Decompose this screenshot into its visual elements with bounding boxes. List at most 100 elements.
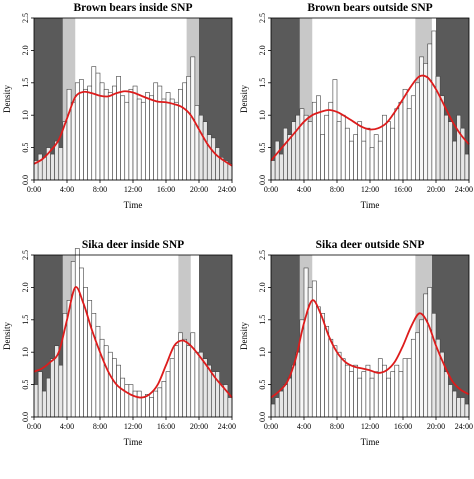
histogram-bar [70,101,76,181]
histogram-bar [116,364,121,418]
histogram-bar [107,351,113,418]
histogram-bar [128,88,134,181]
histogram-bar [274,397,280,418]
y-tick-label: 0.0 [258,175,267,185]
histogram-bar [287,377,292,418]
x-axis-label: Time [124,437,143,447]
x-tick-label: 0:00 [27,185,41,194]
histogram-bar [194,351,200,418]
histogram-bar [95,325,101,418]
y-tick-label: 0.0 [21,412,30,422]
histogram-bar [402,88,408,181]
histogram-bar [410,338,416,418]
y-tick-label: 0.5 [258,380,267,390]
chart-title: Sika deer inside SNP [82,239,184,251]
x-tick-label: 12:00 [124,185,142,194]
chart-title: Brown bears outside SNP [307,2,432,14]
y-axis-label: Density [2,85,12,113]
y-tick-label: 2.0 [21,282,30,292]
chart-panel-1: Brown bears inside SNP 0.0 0.5 1.0 1.5 2.0 2.5… [2,2,236,210]
histogram-bar [124,384,130,418]
histogram-bar [136,390,142,418]
histogram-bar [283,127,288,181]
histogram-bar [274,140,280,181]
histogram-bar [198,351,204,418]
y-tick-label: 1.0 [258,347,267,357]
histogram-bar [215,147,220,181]
histogram-bar [270,160,276,181]
y-tick-label: 2.0 [258,45,267,55]
histogram-bar [295,114,301,181]
histogram-bar [149,95,154,181]
histogram-bar [107,92,113,181]
x-tick-label: 12:00 [361,422,379,431]
histogram-bar [37,371,43,418]
y-tick-label: 0.0 [21,175,30,185]
histogram-bar [410,95,416,181]
x-tick-label: 4:00 [60,185,74,194]
histogram-bar [369,377,375,418]
histogram-bar [83,88,88,181]
y-tick-label: 1.5 [21,315,30,325]
histogram-bar [344,127,350,181]
histogram-bar [202,358,208,418]
y-tick-label: 0.5 [21,380,30,390]
histogram-bar [41,157,47,181]
histogram-bar [328,338,334,418]
histogram-bar [74,248,80,418]
y-axis-label: Density [2,322,12,350]
histogram-bar [295,351,301,418]
histogram-bar [373,371,379,418]
histogram-bar [70,261,76,418]
histogram-bar [50,153,55,181]
histogram-bar [316,95,321,181]
histogram-bar [464,153,470,181]
histogram-bar [161,98,167,181]
histogram-bar [369,147,375,181]
histogram-bar [186,76,192,181]
histogram-bar [406,108,412,181]
histogram-bar [340,114,346,181]
histogram-bar [112,85,117,181]
histogram-bar [448,121,453,181]
histogram-bar [173,101,179,181]
histogram-bar [153,390,159,418]
histogram-bar [120,377,126,418]
x-tick-label: 12:00 [124,422,142,431]
histogram-bar [427,287,433,418]
histogram-bar [373,134,379,181]
histogram-bar [124,101,130,181]
histogram-bar [464,403,470,418]
histogram-bar [182,338,187,418]
histogram-bar [365,364,371,418]
histogram-bar [423,63,429,181]
histogram-bar [41,390,47,418]
y-tick-label: 2.0 [258,282,267,292]
histogram-bar [349,140,354,181]
histogram-bar [303,114,309,181]
histogram-bar [140,397,146,418]
x-axis-label: Time [361,437,380,447]
histogram-bar [357,377,363,418]
histogram-bar [398,371,404,418]
histogram-bar [103,345,109,418]
histogram-bar [58,147,64,181]
histogram-bar [173,345,179,418]
histogram-bar [202,121,208,181]
x-tick-label: 16:00 [394,422,412,431]
x-tick-label: 20:00 [190,185,208,194]
histogram-bar [79,267,84,418]
chart-panel-4: Sika deer outside SNP 0.0 0.5 1.0 1.5 2.0 2.5 D… [239,239,473,447]
y-tick-label: 2.5 [21,13,30,23]
histogram-bar [336,351,342,418]
histogram-bar [120,95,126,181]
density-line [33,90,233,167]
histogram-bar [99,82,105,181]
histogram-bar [361,371,367,418]
histogram-bar [153,82,159,181]
histogram-bar [206,134,212,181]
histogram-bar [423,293,429,418]
histogram-bar [377,140,383,181]
histogram-bar [128,384,134,418]
histogram-bar [365,127,371,181]
